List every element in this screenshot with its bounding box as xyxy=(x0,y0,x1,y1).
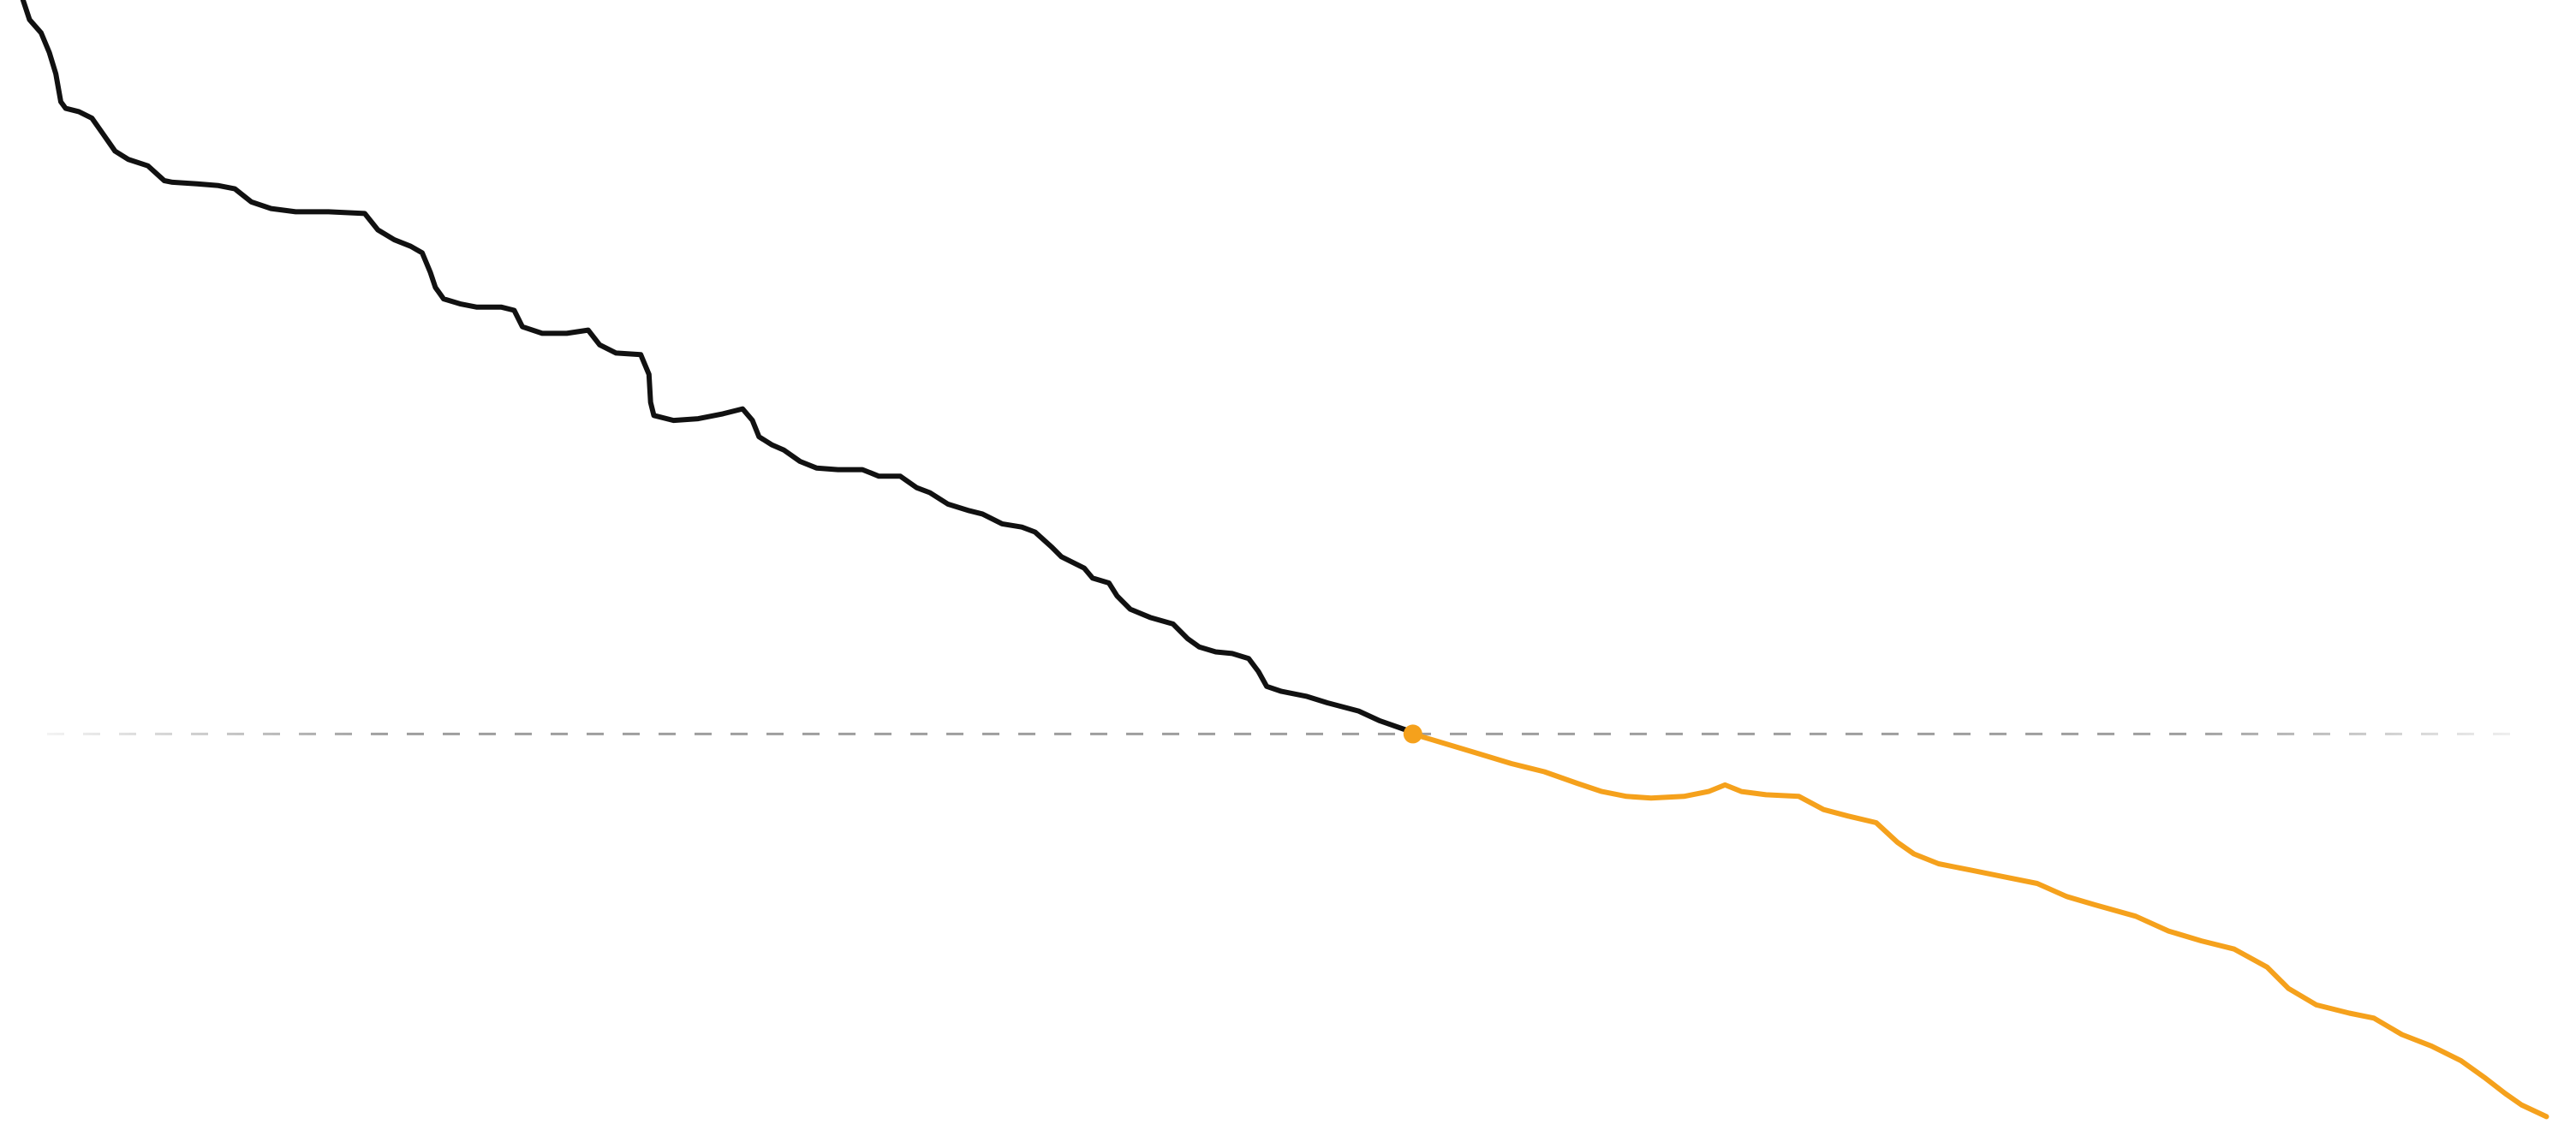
series-line xyxy=(1410,731,2549,1120)
reference-fade xyxy=(0,730,2576,738)
marker-dot xyxy=(1403,724,1422,744)
series-line xyxy=(20,0,1416,735)
